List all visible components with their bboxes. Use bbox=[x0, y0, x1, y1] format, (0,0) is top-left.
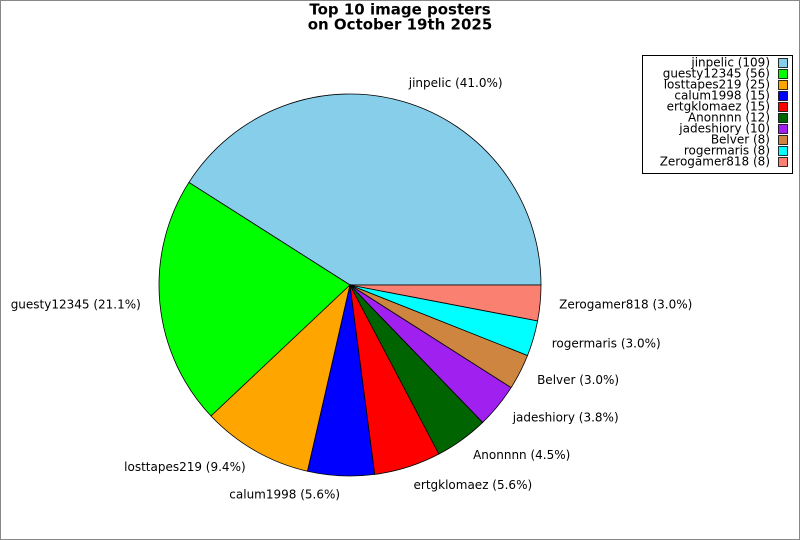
legend-swatch bbox=[778, 102, 788, 112]
legend-swatch bbox=[778, 135, 788, 145]
legend-swatch bbox=[778, 157, 788, 167]
legend-swatch bbox=[778, 113, 788, 123]
legend-swatch bbox=[778, 124, 788, 134]
legend-swatch bbox=[778, 91, 788, 101]
pie-slice bbox=[188, 93, 542, 286]
legend-swatch bbox=[778, 146, 788, 156]
legend-swatch bbox=[778, 58, 788, 68]
legend-label: guesty12345 (56) bbox=[663, 67, 770, 81]
slice-label: calum1998 (5.6%) bbox=[229, 487, 340, 501]
legend-box bbox=[642, 55, 793, 174]
legend-label: jinpelic (109) bbox=[690, 56, 770, 70]
pie-slice bbox=[158, 181, 351, 417]
legend-swatch bbox=[778, 69, 788, 79]
legend-label: Anonnnn (12) bbox=[688, 111, 770, 125]
slice-label: rogermaris (3.0%) bbox=[552, 336, 661, 350]
legend-label: rogermaris (8) bbox=[684, 144, 770, 158]
slice-label: jadeshiory (3.8%) bbox=[512, 410, 619, 424]
legend-label: Zerogamer818 (8) bbox=[660, 155, 770, 169]
slice-label: Belver (3.0%) bbox=[537, 373, 619, 387]
pie-slice bbox=[349, 284, 542, 322]
slice-label: ertgklomaez (5.6%) bbox=[414, 478, 533, 492]
chart-title: on October 19th 2025 bbox=[308, 16, 493, 34]
legend-label: jadeshiory (10) bbox=[678, 122, 770, 136]
legend-label: Belver (8) bbox=[711, 133, 770, 147]
slice-label: losttapes219 (9.4%) bbox=[124, 460, 246, 474]
chart-title: Top 10 image posters bbox=[309, 1, 490, 19]
slice-label: jinpelic (41.0%) bbox=[408, 76, 503, 90]
legend-label: losttapes219 (25) bbox=[664, 78, 770, 92]
legend-label: ertgklomaez (15) bbox=[667, 100, 770, 114]
legend-label: calum1998 (15) bbox=[674, 89, 770, 103]
legend-swatch bbox=[778, 80, 788, 90]
slice-label: guesty12345 (21.1%) bbox=[11, 297, 141, 311]
slice-label: Anonnnn (4.5%) bbox=[473, 448, 570, 462]
slice-label: Zerogamer818 (3.0%) bbox=[559, 297, 692, 311]
pie-slice bbox=[210, 283, 351, 472]
